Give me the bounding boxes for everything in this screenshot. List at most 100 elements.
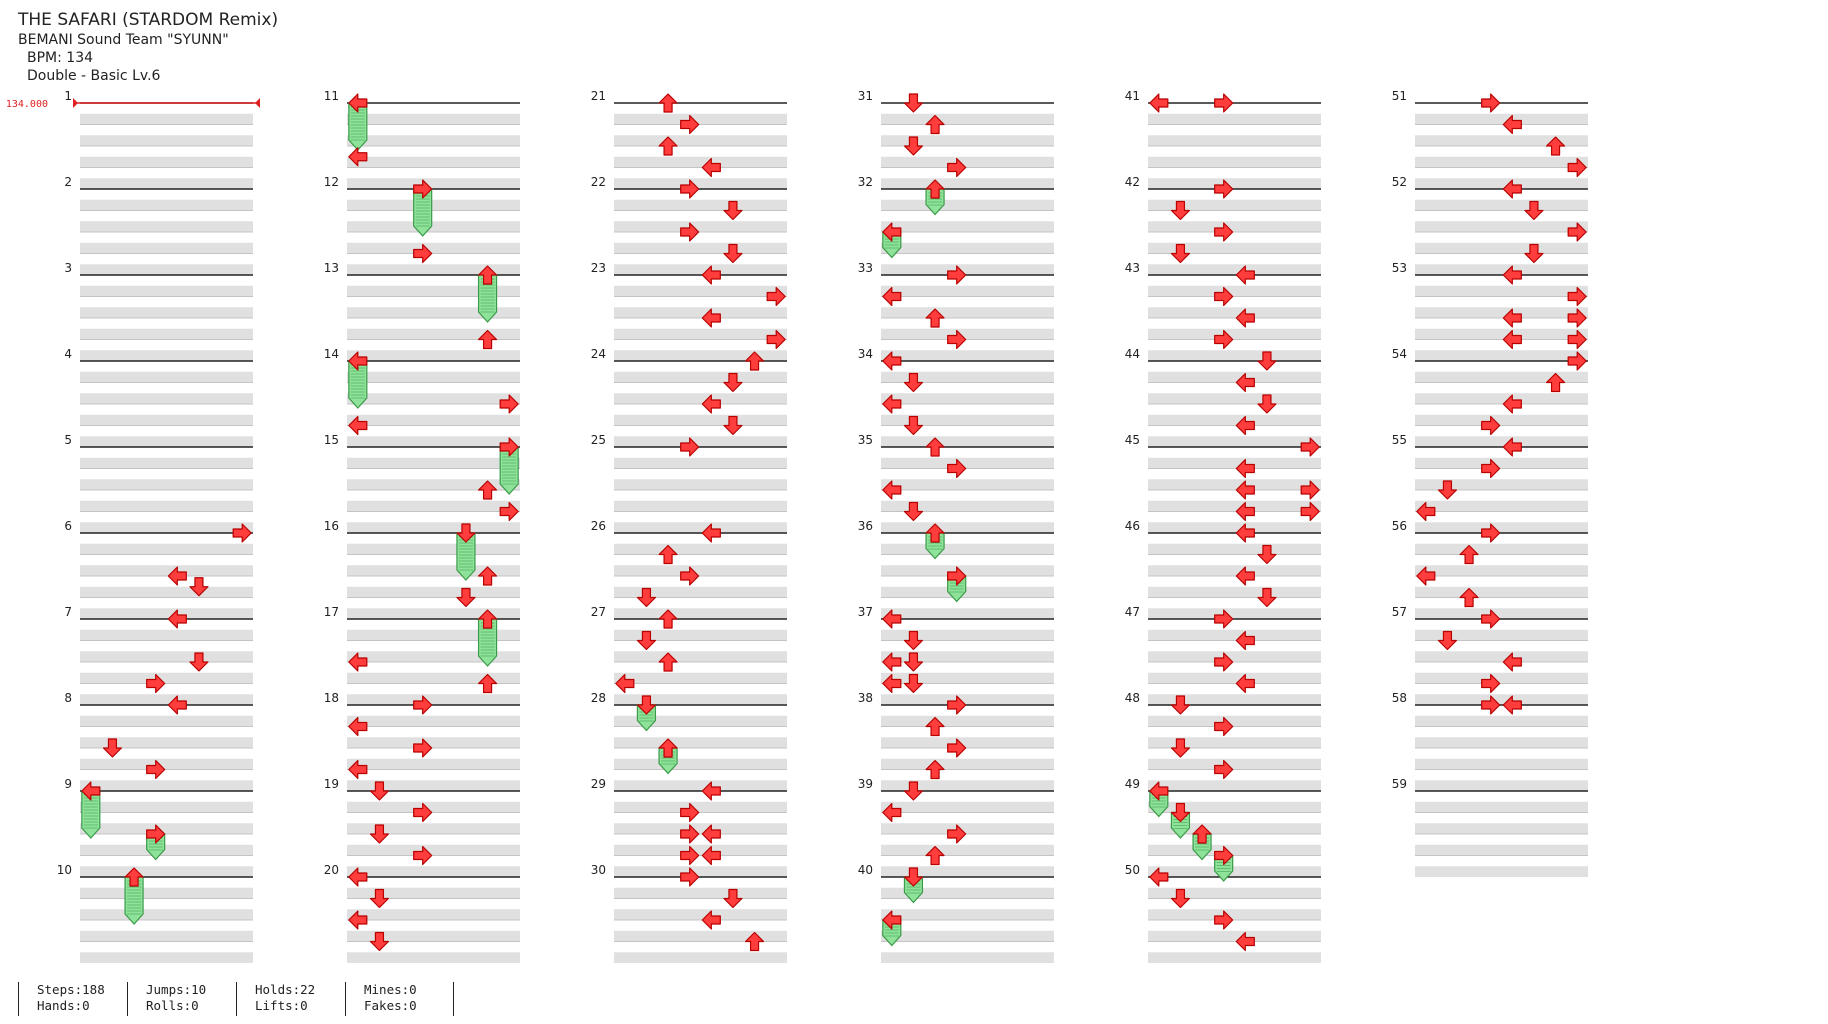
- beat-shade: [881, 264, 1054, 275]
- beat-shade: [80, 500, 253, 512]
- arrow-D: [369, 781, 390, 801]
- arrow-R: [1214, 845, 1234, 866]
- beat-shade: [1148, 457, 1321, 469]
- arrow-R: [1481, 673, 1501, 694]
- beat-shade: [1415, 543, 1588, 555]
- measure-number: 12: [324, 175, 339, 189]
- arrow-L: [1235, 501, 1255, 522]
- beat-shade: [1415, 113, 1588, 125]
- beat-shade: [1415, 629, 1588, 641]
- beat-shade: [881, 887, 1054, 899]
- arrow-L: [1502, 308, 1522, 328]
- beat-shade: [80, 844, 253, 856]
- beat-shade: [1148, 393, 1321, 404]
- beat-shade: [80, 350, 253, 361]
- beat-shade: [1148, 522, 1321, 533]
- chart-difficulty: Double - Basic Lv.6: [27, 68, 161, 84]
- beat-shade: [1148, 156, 1321, 168]
- arrow-D: [723, 372, 743, 393]
- beat-shade: [347, 887, 520, 899]
- arrow-D: [903, 93, 924, 113]
- beat-shade: [347, 608, 520, 619]
- beat-shade: [347, 565, 520, 576]
- beat-shade: [80, 221, 253, 232]
- beat-shade: [347, 586, 520, 598]
- beat-shade: [1148, 479, 1321, 490]
- beat-shade: [614, 264, 787, 275]
- beat-shade: [347, 178, 520, 189]
- beat-shade: [1148, 113, 1321, 125]
- beat-shade: [347, 436, 520, 447]
- beat-shade: [80, 866, 253, 877]
- measure-number: 2: [64, 175, 72, 189]
- arrow-U: [1459, 587, 1479, 608]
- arrow-L: [701, 394, 721, 414]
- arrow-U: [658, 93, 678, 113]
- measure-number: 23: [591, 261, 606, 275]
- measure-number: 31: [858, 89, 873, 103]
- beat-shade: [881, 221, 1054, 232]
- measure-number: 34: [858, 347, 873, 361]
- beat-shade: [347, 199, 520, 211]
- arrow-U: [744, 931, 765, 952]
- arrow-R: [1300, 437, 1320, 457]
- beat-shade: [1415, 393, 1588, 404]
- stat-lifts: Lifts:0: [255, 998, 308, 1013]
- arrow-D: [369, 824, 390, 844]
- song-title: THE SAFARI (STARDOM Remix): [18, 10, 279, 30]
- beat-shade: [1415, 371, 1588, 383]
- arrow-R: [947, 695, 967, 715]
- measure-number: 56: [1392, 519, 1407, 533]
- beat-shade: [614, 887, 787, 899]
- arrow-L: [1416, 501, 1436, 522]
- arrow-U: [925, 114, 945, 135]
- arrow-R: [680, 437, 700, 457]
- arrow-R: [947, 329, 967, 350]
- arrow-D: [1170, 243, 1191, 264]
- measure-number: 22: [591, 175, 606, 189]
- measure-number: 1: [64, 89, 72, 103]
- arrow-R: [146, 759, 166, 780]
- measure-number: 51: [1392, 89, 1407, 103]
- beat-shade: [1148, 221, 1321, 232]
- beat-shade: [881, 199, 1054, 211]
- arrow-L: [1235, 931, 1255, 952]
- measure-number: 47: [1125, 605, 1140, 619]
- beat-shade: [1148, 608, 1321, 619]
- beat-shade: [1148, 307, 1321, 318]
- beat-shade: [80, 887, 253, 899]
- arrow-R: [1567, 157, 1587, 178]
- stat-rolls: Rolls:0: [146, 998, 199, 1013]
- arrow-L: [348, 759, 368, 780]
- arrow-L: [1502, 695, 1522, 715]
- beat-shade: [881, 651, 1054, 662]
- arrow-D: [903, 415, 924, 436]
- beat-shade: [347, 221, 520, 232]
- beat-shade: [1148, 844, 1321, 856]
- measure-number: 19: [324, 777, 339, 791]
- beat-shade: [1415, 500, 1588, 512]
- arrow-L: [882, 673, 902, 694]
- beat-shade: [881, 780, 1054, 791]
- measure-number: 6: [64, 519, 72, 533]
- arrow-D: [1524, 200, 1544, 221]
- beat-shade: [881, 629, 1054, 641]
- measure-number: 46: [1125, 519, 1140, 533]
- beat-shade: [881, 307, 1054, 318]
- beat-shade: [1148, 371, 1321, 383]
- arrow-R: [413, 738, 433, 758]
- stats-column-jumps: Jumps:10 Rolls:0: [127, 982, 235, 1016]
- beat-shade: [347, 371, 520, 383]
- arrow-D: [189, 652, 209, 672]
- arrow-D: [723, 200, 743, 221]
- measure-number: 15: [324, 433, 339, 447]
- arrow-U: [658, 136, 678, 156]
- arrow-D: [1170, 802, 1191, 823]
- arrow-D: [1257, 544, 1277, 565]
- arrow-R: [947, 738, 967, 758]
- arrow-R: [146, 673, 166, 694]
- arrow-R: [1214, 222, 1234, 242]
- beat-shade: [614, 479, 787, 490]
- arrow-D: [369, 931, 390, 952]
- arrow-R: [680, 824, 700, 844]
